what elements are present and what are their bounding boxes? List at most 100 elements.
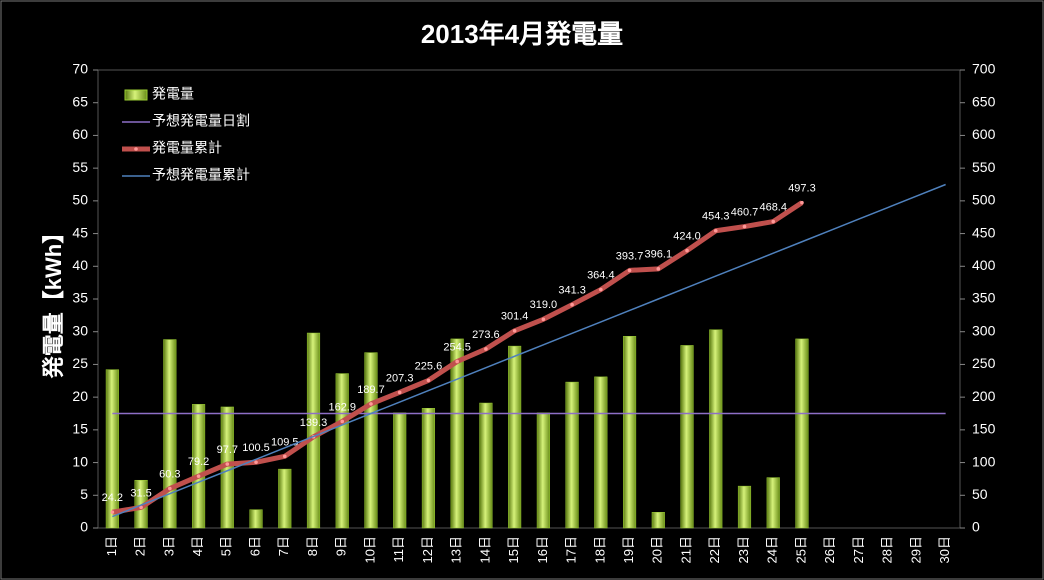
line-marker <box>541 317 546 322</box>
data-label: 60.3 <box>159 468 180 480</box>
bar <box>479 402 493 529</box>
bar <box>335 373 349 529</box>
line-marker <box>369 402 373 406</box>
line-marker <box>282 454 287 459</box>
bar <box>594 376 608 529</box>
x-tick-label: 27日 <box>851 536 866 563</box>
data-label: 162.9 <box>328 401 356 413</box>
data-label: 460.7 <box>731 206 759 218</box>
bar <box>737 485 752 529</box>
x-tick-label: 6日 <box>247 536 262 556</box>
line-marker <box>254 460 258 465</box>
bar <box>622 336 637 529</box>
line-marker <box>713 228 718 233</box>
x-tick-label: 12日 <box>420 536 435 563</box>
bar <box>191 404 206 529</box>
x-tick-label: 23日 <box>736 536 751 563</box>
chart-title: 2013年4月発電量 <box>421 19 623 49</box>
x-tick-label: 20日 <box>650 536 665 563</box>
data-label: 319.0 <box>530 299 558 311</box>
data-label: 364.4 <box>587 269 615 281</box>
data-label: 79.2 <box>188 456 209 468</box>
y-axis-label: 発電量【kWh】 <box>41 222 66 379</box>
x-tick-label: 3日 <box>161 536 176 556</box>
x-tick-label: 2日 <box>133 536 148 556</box>
line-marker <box>455 359 459 364</box>
y-tick-label: 35 <box>72 290 88 306</box>
x-tick-label: 7日 <box>276 536 291 556</box>
x-tick-label: 22日 <box>707 536 722 563</box>
line-marker <box>340 419 345 424</box>
data-label: 24.2 <box>102 492 123 504</box>
x-tick-label: 18日 <box>592 536 607 563</box>
x-tick-label: 10日 <box>362 536 377 563</box>
y2-tick-label: 500 <box>972 192 996 208</box>
data-label: 454.3 <box>702 211 730 223</box>
y2-tick-label: 100 <box>972 453 996 469</box>
y2-tick-label: 600 <box>972 126 996 142</box>
legend-swatch <box>124 89 148 101</box>
x-tick-label: 14日 <box>477 536 492 563</box>
plot-area <box>97 69 961 529</box>
line-marker <box>196 474 201 478</box>
data-label: 254.5 <box>443 341 471 353</box>
y2-tick-label: 200 <box>972 388 996 404</box>
line-marker <box>627 268 632 273</box>
bar <box>278 468 292 529</box>
line-marker <box>426 378 431 383</box>
x-tick-label: 21日 <box>678 536 693 563</box>
y2-tick-label: 400 <box>972 257 996 273</box>
line <box>112 183 946 518</box>
y2-tick-label: 250 <box>972 355 996 371</box>
bar <box>105 369 119 529</box>
x-tick-label: 15日 <box>506 536 521 563</box>
y2-tick-label: 350 <box>972 290 996 306</box>
x-tick-label: 13日 <box>449 536 464 563</box>
bar <box>536 412 550 529</box>
data-label: 31.5 <box>130 487 151 499</box>
bar <box>393 412 407 529</box>
bar <box>421 408 436 529</box>
data-label: 207.3 <box>386 372 414 384</box>
legend-marker <box>134 147 138 151</box>
legend-label: 発電量 <box>152 86 194 102</box>
x-tick-label: 1日 <box>104 536 119 556</box>
data-label: 301.4 <box>501 311 529 323</box>
data-label: 225.6 <box>415 360 443 372</box>
y-tick-label: 25 <box>72 355 88 371</box>
line-marker <box>742 224 747 229</box>
y2-tick-label: 450 <box>972 224 996 240</box>
bar <box>766 477 780 529</box>
y-tick-label: 5 <box>80 486 88 502</box>
y-tick-label: 70 <box>72 61 88 77</box>
data-label: 109.5 <box>271 436 299 448</box>
legend-label: 予想発電量累計 <box>152 167 250 183</box>
bar <box>364 352 378 529</box>
y-tick-label: 50 <box>72 192 88 208</box>
x-tick-label: 17日 <box>564 536 579 563</box>
y2-tick-label: 50 <box>972 486 988 502</box>
y-tick-label: 60 <box>72 126 88 142</box>
x-tick-label: 26日 <box>822 536 837 563</box>
line-marker <box>685 248 689 253</box>
data-label: 393.7 <box>616 250 644 262</box>
bar <box>163 339 177 529</box>
data-label: 468.4 <box>759 201 787 213</box>
line-marker <box>139 505 143 510</box>
line-marker <box>110 510 115 514</box>
data-label: 139.3 <box>300 417 328 429</box>
line-marker <box>484 347 488 351</box>
legend-label: 予想発電量日割 <box>152 113 250 129</box>
x-tick-label: 24日 <box>765 536 780 563</box>
data-label: 273.6 <box>472 329 500 341</box>
bar <box>709 329 723 529</box>
y-tick-label: 20 <box>72 388 88 404</box>
y-tick-label: 30 <box>72 322 88 338</box>
y2-tick-label: 550 <box>972 159 996 175</box>
bar <box>450 338 464 529</box>
y2-tick-label: 150 <box>972 421 996 437</box>
bar <box>651 512 665 529</box>
line-marker <box>771 219 776 224</box>
x-tick-label: 4日 <box>190 536 205 556</box>
data-label: 497.3 <box>788 183 816 195</box>
